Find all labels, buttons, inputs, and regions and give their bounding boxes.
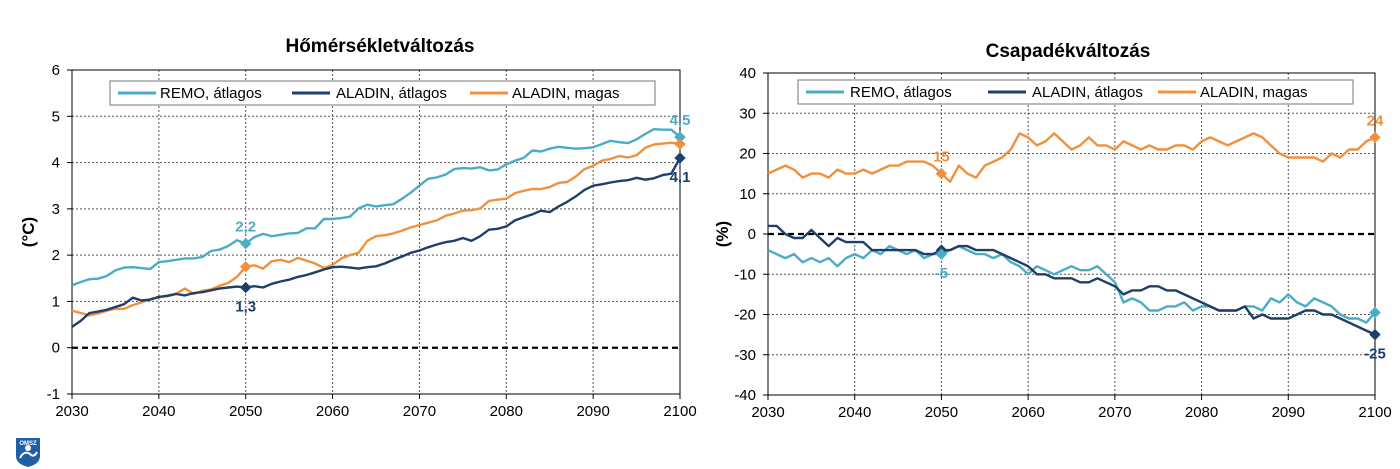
y-tick-label: -20 bbox=[734, 307, 756, 324]
chart-1: Hőmérsékletváltozás (°C) 2030 2040 2050 2060 2… bbox=[19, 36, 697, 420]
x-tick-label: 2090 bbox=[1272, 404, 1305, 421]
data-label-remo: -5 bbox=[935, 265, 948, 282]
y-tick-label: -40 bbox=[734, 387, 756, 404]
y-tick-label: 0 bbox=[748, 226, 756, 243]
plot-frame bbox=[71, 69, 681, 395]
y-tick-label: 10 bbox=[739, 186, 756, 203]
legend-box bbox=[797, 79, 1354, 105]
data-label-aladin_avg: 4,1 bbox=[670, 169, 691, 186]
y-tick-label: 20 bbox=[739, 146, 756, 163]
data-label-aladin_avg: -25 bbox=[1364, 346, 1386, 363]
series-line-remo bbox=[71, 127, 681, 287]
data-marker-aladin_avg bbox=[674, 152, 686, 164]
series-line-aladin_avg bbox=[71, 157, 682, 328]
data-label-remo: 2,2 bbox=[235, 219, 256, 236]
series-line-aladin_high bbox=[71, 141, 681, 317]
legend: REMO, átlagos ALADIN, átlagos ALADIN, maga… bbox=[797, 79, 1354, 105]
legend-label-remo: REMO, átlagos bbox=[160, 85, 262, 102]
logo-text: OMSZ bbox=[19, 441, 37, 447]
legend-label-aladin_high: ALADIN, magas bbox=[1200, 84, 1308, 101]
x-tick-label: 2050 bbox=[925, 404, 958, 421]
y-tick-label: 5 bbox=[52, 108, 60, 125]
data-marker-remo bbox=[1369, 306, 1381, 319]
y-tick-label: 1 bbox=[52, 293, 60, 310]
y-tick-label: -1 bbox=[47, 386, 60, 403]
x-tick-label: 2070 bbox=[1098, 404, 1131, 421]
x-tick-label: 2030 bbox=[55, 403, 88, 420]
data-marker-aladin_high bbox=[674, 138, 686, 150]
legend-label-remo: REMO, átlagos bbox=[850, 84, 952, 101]
y-axis-label: (%) bbox=[713, 221, 732, 247]
y-axis-label: (°C) bbox=[19, 217, 38, 247]
y-tick-label: -30 bbox=[734, 347, 756, 364]
series-line-remo bbox=[767, 244, 1376, 324]
x-tick-label: 2100 bbox=[663, 403, 696, 420]
y-tick-label: -10 bbox=[734, 266, 756, 283]
data-label-aladin_high: 24 bbox=[1367, 112, 1384, 129]
legend-box bbox=[109, 80, 656, 106]
data-label-aladin_high: 15 bbox=[933, 149, 950, 166]
x-tick-label: 2080 bbox=[1185, 404, 1218, 421]
data-marker-aladin_high bbox=[935, 167, 948, 180]
x-tick-label: 2070 bbox=[403, 403, 436, 420]
y-tick-label: 4 bbox=[52, 155, 60, 172]
legend-label-aladin_high: ALADIN, magas bbox=[512, 85, 620, 102]
data-label-aladin_avg: 1,3 bbox=[235, 299, 256, 316]
y-tick-label: 30 bbox=[739, 105, 756, 122]
x-tick-label: 2030 bbox=[751, 404, 784, 421]
y-tick-label: 0 bbox=[52, 340, 60, 357]
data-marker-aladin_high bbox=[1369, 131, 1381, 144]
data-marker-aladin_avg bbox=[1369, 328, 1381, 341]
series-line-aladin_high bbox=[767, 132, 1376, 183]
y-tick-label: 40 bbox=[739, 65, 756, 82]
x-tick-label: 2090 bbox=[576, 403, 609, 420]
omsz-logo: OMSZ bbox=[16, 438, 40, 467]
x-tick-label: 2040 bbox=[838, 404, 871, 421]
x-tick-label: 2040 bbox=[142, 403, 175, 420]
chart-title: Hőmérsékletváltozás bbox=[285, 36, 474, 57]
x-tick-label: 2080 bbox=[490, 403, 523, 420]
y-tick-label: 6 bbox=[52, 62, 60, 79]
data-marker-remo bbox=[935, 248, 948, 260]
chart-title: Csapadékváltozás bbox=[986, 41, 1151, 62]
legend: REMO, átlagos ALADIN, átlagos ALADIN, maga… bbox=[109, 80, 656, 106]
x-tick-label: 2060 bbox=[316, 403, 349, 420]
y-tick-label: 3 bbox=[52, 201, 60, 218]
data-marker-remo bbox=[240, 237, 252, 250]
legend-label-aladin_avg: ALADIN, átlagos bbox=[1032, 84, 1143, 101]
data-marker-aladin_avg bbox=[240, 281, 252, 294]
series-line-aladin_avg bbox=[768, 224, 1376, 336]
x-tick-label: 2100 bbox=[1358, 404, 1391, 421]
y-tick-label: 2 bbox=[52, 247, 60, 264]
x-tick-label: 2050 bbox=[229, 403, 262, 420]
data-label-remo: 4,5 bbox=[670, 112, 691, 129]
x-tick-label: 2060 bbox=[1011, 404, 1044, 421]
chart-2: Csapadékváltozás(%)2030 2040 2050 2060 2070 2… bbox=[713, 41, 1392, 421]
data-marker-aladin_high bbox=[240, 261, 252, 273]
legend-label-aladin_avg: ALADIN, átlagos bbox=[336, 85, 447, 102]
